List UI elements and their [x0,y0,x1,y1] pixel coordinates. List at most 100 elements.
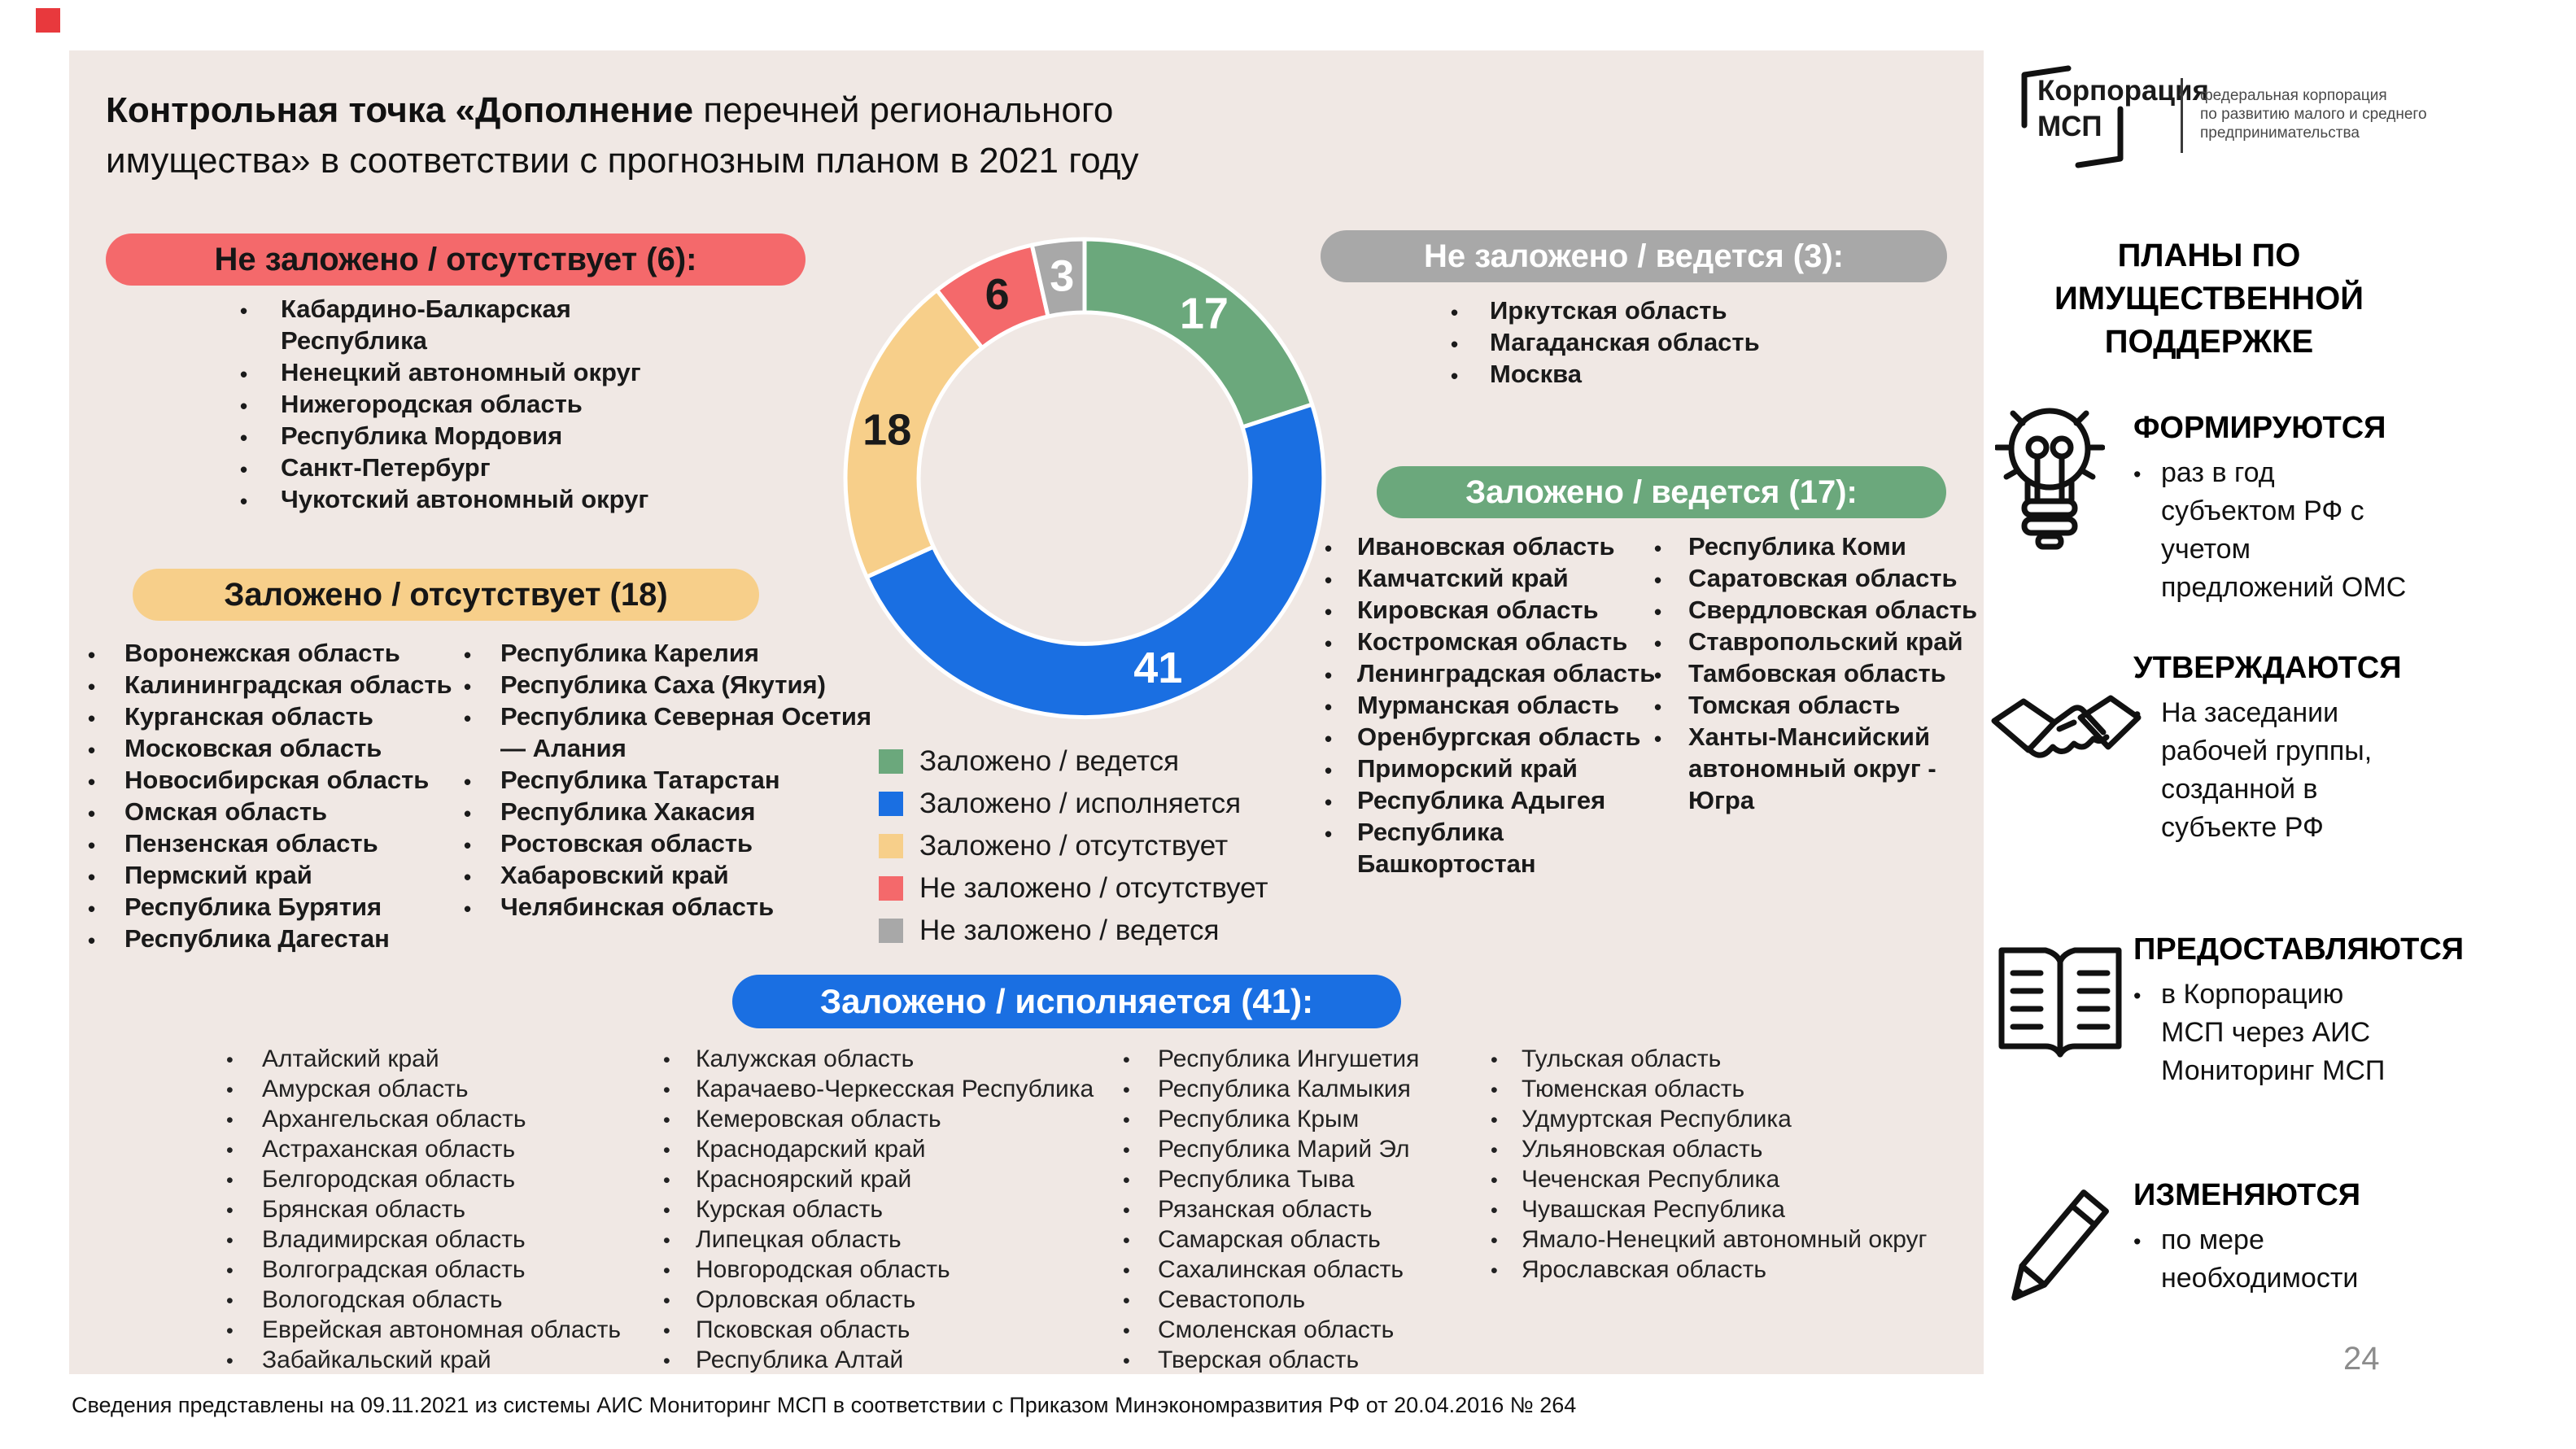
donut-value-label-0: 17 [1180,290,1229,338]
list-item: Ярославская область [1491,1255,1961,1286]
list-item: Омская область [88,796,507,830]
list-item: Мурманская область [1325,689,1666,723]
sidebar-section-heading: ИЗМЕНЯЮТСЯ [2133,1178,2361,1212]
donut-value-label-4: 3 [1050,252,1074,301]
donut-slice-1 [864,402,1326,720]
list-item: Липецкая область [663,1224,1119,1256]
list-item: Камчатский край [1325,562,1666,596]
legend-row: Заложено / ведется [879,740,1268,783]
list-item: Республика Коми [1654,530,1981,565]
badge-planned-absent: Заложено / отсутствует (18) [133,569,759,621]
list-item: Республика Крым [1123,1104,1524,1136]
list-item: Республика Алтай [663,1345,1119,1377]
sidebar-section-heading: УТВЕРЖДАЮТСЯ [2133,651,2402,685]
legend-swatch [879,834,903,858]
list-item: Пермский край [88,859,507,893]
donut-value-label-1: 41 [1133,644,1182,692]
list-item: Тверская область [1123,1345,1524,1377]
corporation-msp-logo-icon [2021,65,2124,168]
list-item: Саратовская область [1654,562,1981,596]
list-item: Брянская область [226,1194,669,1226]
legend-row: Не заложено / ведется [879,910,1268,952]
badge-not-planned-ongoing: Не заложено / ведется (3): [1321,230,1947,282]
list-item: Республика Ингушетия [1123,1044,1524,1076]
list-item: Астраханская область [226,1134,669,1166]
list-item: Удмуртская Республика [1491,1104,1961,1136]
list-item: Самарская область [1123,1224,1524,1256]
list-item: Республика Бурятия [88,891,507,925]
logo-subtitle-line3: предпринимательства [2200,124,2360,142]
list-item: Калининградская область [88,669,507,703]
legend-label: Не заложено / отсутствует [919,872,1268,904]
logo-subtitle-line1: федеральная корпорация [2200,87,2387,104]
region-list-planned-executing-col4: Тульская областьТюменская областьУдмуртс… [1491,1044,1961,1286]
list-item: по мере необходимости [2133,1221,2413,1298]
list-item: Москва [1451,358,1906,392]
region-list-planned-executing-col2: Калужская областьКарачаево-Черкесская Ре… [663,1044,1119,1377]
list-item: Курганская область [88,700,507,735]
list-item: Тамбовская область [1654,657,1981,692]
legend-label: Не заложено / ведется [919,914,1220,946]
list-item: Ростовская область [464,827,883,862]
list-item: Республика Северная Осетия — Алания [464,700,883,764]
legend-swatch [879,749,903,774]
list-item: Чеченская Республика [1491,1164,1961,1196]
list-item: Оренбургская область [1325,721,1666,755]
list-item: Калужская область [663,1044,1119,1076]
legend-label: Заложено / исполняется [919,788,1242,819]
list-item: Магаданская область [1451,326,1906,360]
pencil-icon [2011,1189,2109,1301]
list-item: Кировская область [1325,594,1666,628]
list-item: Челябинская область [464,891,883,925]
list-item: Чувашская Республика [1491,1194,1961,1226]
list-item: Республика Саха (Якутия) [464,669,883,703]
list-item: Республика Мордовия [240,420,671,454]
list-item: Севастополь [1123,1285,1524,1316]
list-item: Тульская область [1491,1044,1961,1076]
logo-title-line2: МСП [2037,111,2102,142]
sidebar-section-changing: ИЗМЕНЯЮТСЯ по мере необходимости [2133,1178,2413,1298]
list-item: Московская область [88,732,507,766]
list-item: Республика Тыва [1123,1164,1524,1196]
list-item: Волгоградская область [226,1255,669,1286]
logo-subtitle: федеральная корпорация по развитию малог… [2200,86,2427,142]
sidebar-heading: ПЛАНЫ ПО ИМУЩЕСТВЕННОЙ ПОДДЕРЖКЕ [2054,238,2364,360]
list-item: Новосибирская область [88,764,507,798]
slide-title-bold: Контрольная точка «Дополнение [106,90,694,131]
corner-accent-square [36,8,60,33]
list-item: Кемеровская область [663,1104,1119,1136]
legend-row: Не заложено / отсутствует [879,867,1268,910]
list-item: Кабардино-Балкарская Республика [240,293,671,356]
legend-label: Заложено / отсутствует [919,830,1229,862]
logo-subtitle-line2: по развитию малого и среднего [2200,106,2427,123]
donut-value-label-2: 18 [862,406,911,455]
list-item: Приморский край [1325,753,1666,787]
open-book-icon [1998,947,2122,1058]
sidebar-section-bullets: в Корпорацию МСП через АИС Мониторинг МС… [2133,975,2413,1090]
sidebar-section-bullets: На заседании рабочей группы, созданной в… [2133,694,2413,847]
sidebar-section-forming: ФОРМИРУЮТСЯ раз в год субъектом РФ с уче… [2133,411,2413,607]
badge-planned-ongoing: Заложено / ведется (17): [1377,466,1946,518]
list-item: Республика Адыгея [1325,784,1666,818]
list-item: Воронежская область [88,637,507,671]
list-item: Сахалинская область [1123,1255,1524,1286]
sidebar-section-approving: УТВЕРЖДАЮТСЯ На заседании рабочей группы… [2133,651,2413,847]
list-item: Вологодская область [226,1285,669,1316]
slide-title: Контрольная точка «Дополнение перечней р… [106,85,1188,186]
region-list-planned-absent-col2: Республика КарелияРеспублика Саха (Якути… [464,637,883,925]
sidebar-section-bullets: по мере необходимости [2133,1221,2413,1298]
list-item: Тюменская область [1491,1074,1961,1106]
list-item: Рязанская область [1123,1194,1524,1226]
region-list-not-planned-ongoing: Иркутская областьМагаданская областьМоск… [1451,295,1906,392]
list-item: Белгородская область [226,1164,669,1196]
chart-legend: Заложено / ведется Заложено / исполняется… [879,740,1268,952]
legend-swatch [879,919,903,943]
lightbulb-icon [1995,408,2105,550]
list-item: Амурская область [226,1074,669,1106]
legend-row: Заложено / отсутствует [879,825,1268,867]
list-item: Алтайский край [226,1044,669,1076]
list-item: Забайкальский край [226,1345,669,1377]
region-list-planned-ongoing-col1: Ивановская областьКамчатский крайКировск… [1325,530,1666,879]
region-list-not-planned-absent: Кабардино-Балкарская РеспубликаНенецкий … [240,293,671,517]
